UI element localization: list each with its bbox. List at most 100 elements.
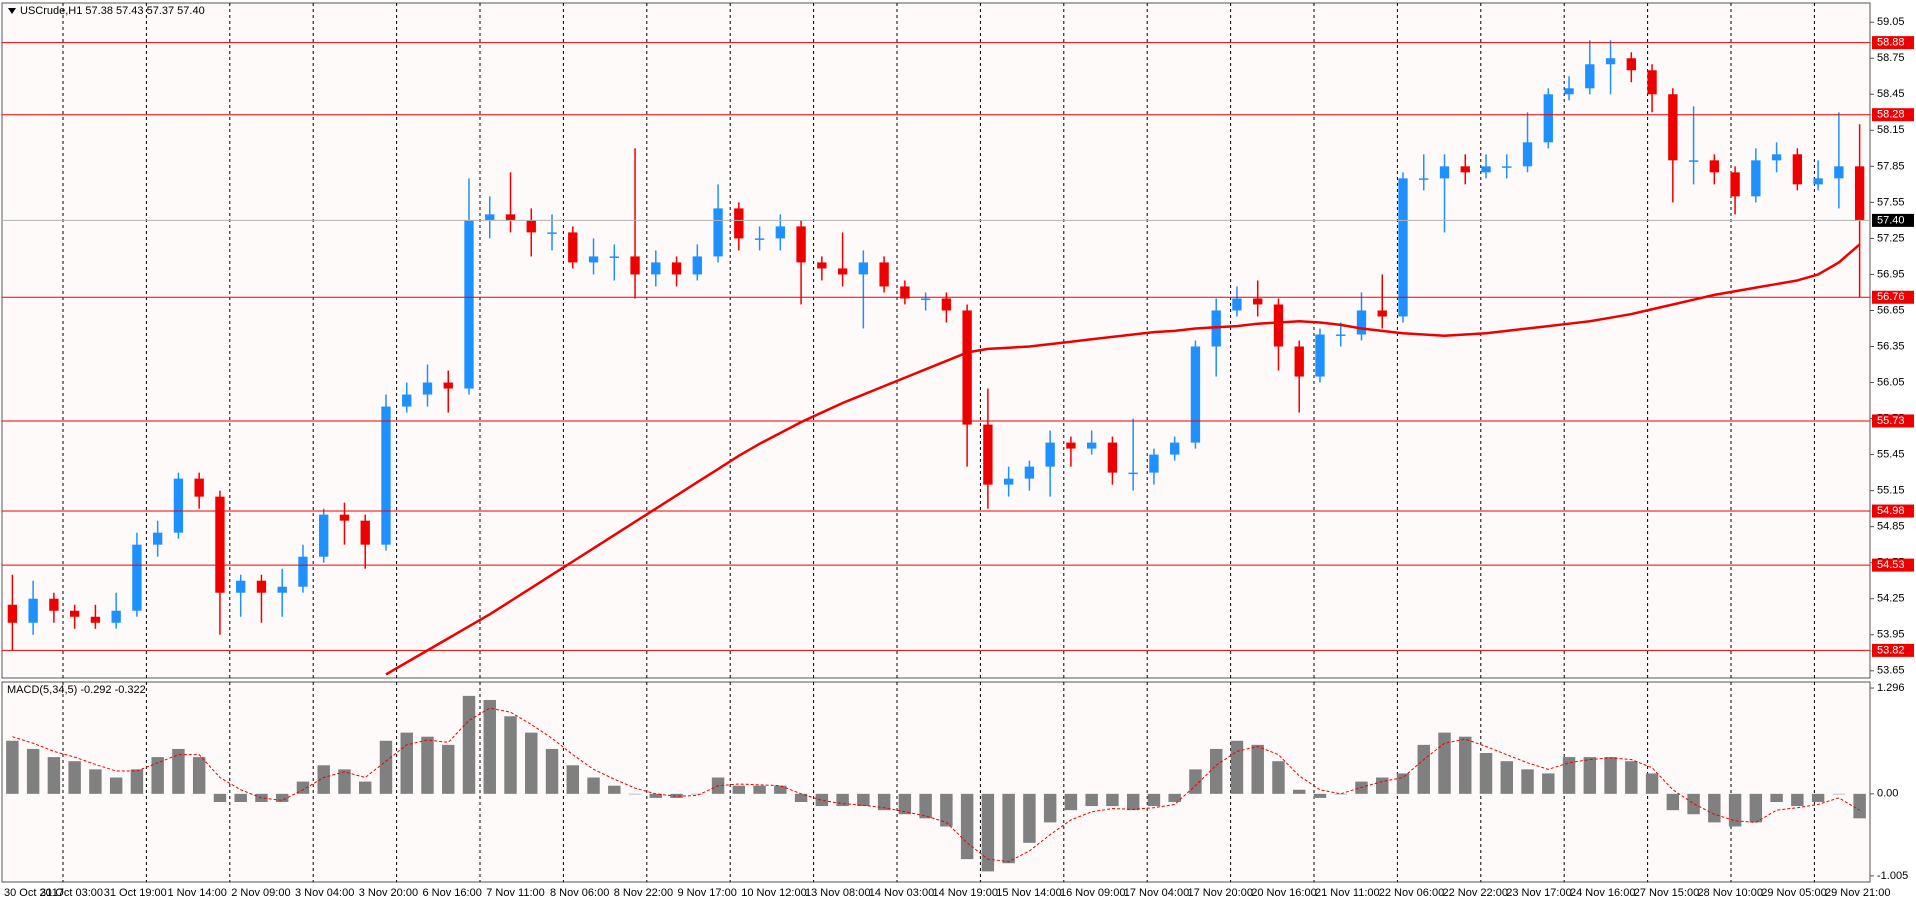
y-tick-label: 55.15 (1877, 485, 1905, 497)
y-tick-label: 56.65 (1877, 304, 1905, 316)
x-tick-label: 17 Nov 20:00 (1188, 887, 1253, 899)
candle-body (422, 382, 433, 395)
candle-body (1626, 58, 1636, 71)
candle-body (1792, 154, 1803, 185)
candle-body (339, 514, 350, 521)
candle-body (215, 496, 225, 593)
candle-body (1419, 178, 1429, 180)
line-series (12, 707, 1860, 863)
x-tick-label: 17 Nov 04:00 (1124, 887, 1189, 899)
macd-bar (1106, 793, 1119, 807)
macd-bar (1625, 761, 1638, 794)
macd-bar (1417, 744, 1430, 794)
candle-body (526, 220, 536, 233)
level-label: 54.98 (1877, 505, 1905, 517)
level-label: 58.28 (1877, 109, 1905, 121)
candle-body (858, 262, 869, 275)
macd-bar (1396, 773, 1410, 794)
macd-bar (877, 793, 891, 811)
candle-body (1149, 454, 1159, 473)
candle-body (1003, 478, 1014, 485)
macd-bar (587, 777, 600, 794)
candle-body (1398, 178, 1408, 317)
candle-body (962, 310, 972, 425)
x-tick-label: 22 Nov 22:00 (1443, 887, 1508, 899)
macd-bar (1687, 793, 1700, 815)
x-tick-label: 14 Nov 19:00 (933, 887, 998, 899)
macd-bar (275, 793, 289, 802)
candle-body (49, 598, 59, 611)
candle-body (1315, 334, 1325, 377)
macd-bar (358, 781, 372, 794)
y-tick-label: 0.00 (1877, 788, 1898, 800)
macd-bar (1002, 793, 1015, 864)
candle-body (152, 532, 163, 545)
level-label: 55.73 (1877, 415, 1905, 427)
macd-bar (981, 793, 995, 872)
macd-bar (1521, 769, 1534, 794)
macd-bar (753, 785, 766, 794)
macd-bar (836, 793, 849, 807)
candle-body (1377, 310, 1387, 317)
macd-bar (192, 757, 206, 794)
candle-body (1522, 142, 1533, 167)
macd-bar (1230, 740, 1244, 794)
level-label-box (1872, 643, 1914, 657)
candle-body (1273, 304, 1284, 347)
x-tick-label: 8 Nov 06:00 (550, 887, 609, 899)
candle-body (402, 394, 412, 407)
candle-body (651, 262, 661, 275)
current-price-box (1872, 213, 1914, 227)
candle-body (588, 256, 599, 263)
candle-body (1460, 166, 1470, 173)
candle-body (28, 598, 38, 623)
menu-arrow[interactable] (8, 8, 16, 14)
candle-body (1834, 166, 1844, 179)
candle-body (319, 514, 329, 557)
macd-bar (172, 748, 185, 794)
candle-body (1730, 172, 1740, 197)
candle-body (900, 286, 910, 299)
level-label-box (1872, 290, 1914, 304)
macd-bar (732, 785, 746, 794)
candle-body (277, 586, 287, 593)
candle-body (443, 382, 453, 389)
macd-bar (525, 732, 538, 794)
x-tick-label: 20 Nov 16:00 (1251, 887, 1316, 899)
candle-body (1086, 442, 1097, 449)
y-tick-label: 57.55 (1877, 196, 1905, 208)
candle-body (817, 262, 827, 269)
y-tick-label: 53.65 (1877, 665, 1905, 677)
price-layer (7, 40, 1865, 676)
candle-body (173, 478, 184, 533)
candle-body (1024, 466, 1035, 479)
candle-body (1356, 310, 1367, 335)
x-tick-label: 6 Nov 16:00 (423, 887, 482, 899)
y-tick-label: 58.75 (1877, 52, 1905, 64)
macd-bar (1189, 769, 1202, 794)
candle-body (464, 220, 474, 389)
macd-bar (1147, 793, 1161, 807)
macd-bar (1251, 744, 1264, 794)
level-label-box (1872, 414, 1914, 428)
x-tick-label: 21 Nov 11:00 (1315, 887, 1380, 899)
macd-bar (1064, 793, 1078, 811)
candle-body (1232, 298, 1242, 311)
level-label: 53.82 (1877, 644, 1905, 656)
x-tick-label: 3 Nov 04:00 (295, 887, 354, 899)
candle-body (1502, 166, 1512, 168)
y-tick-label: 56.35 (1877, 340, 1905, 352)
macd-panel (1, 681, 1871, 883)
vertical-grid (62, 3, 1815, 882)
macd-bar (1542, 773, 1555, 794)
macd-bar (1500, 761, 1514, 794)
macd-bar (1376, 777, 1389, 794)
x-tick-label: 13 Nov 08:00 (805, 887, 870, 899)
candle-body (1751, 160, 1761, 197)
macd-bar (1438, 732, 1451, 794)
macd-bar (296, 781, 310, 794)
x-tick-label: 22 Nov 06:00 (1379, 887, 1444, 899)
candle-body (194, 478, 204, 497)
macd-bar (1334, 793, 1347, 795)
candle-body (256, 580, 267, 593)
